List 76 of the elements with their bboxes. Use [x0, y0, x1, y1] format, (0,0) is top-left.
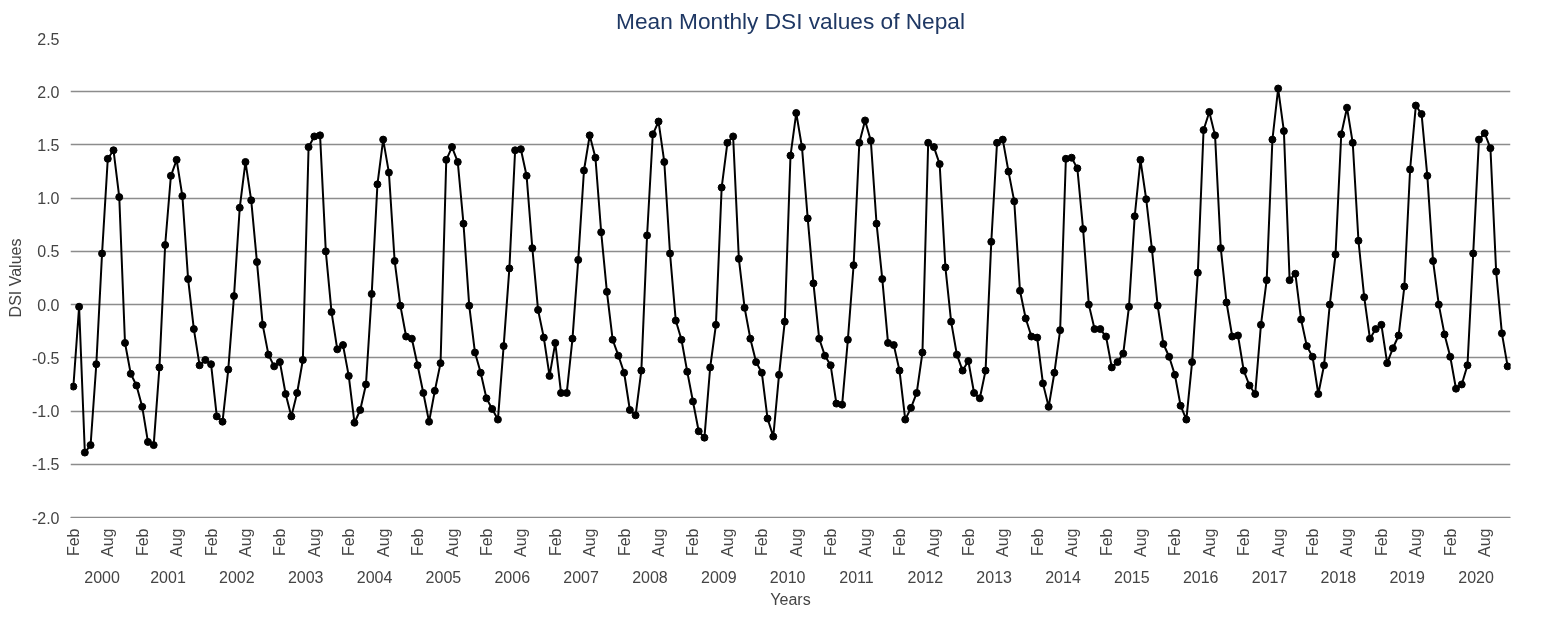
x-tick-label: Feb	[1235, 528, 1253, 557]
text: 2007	[563, 568, 599, 586]
x-tick-label: Aug	[236, 528, 254, 557]
text: 2020	[1458, 568, 1494, 586]
x-tick-label: Aug	[1131, 528, 1149, 557]
y-tick-label: 2.0	[37, 83, 60, 101]
y-tick-label: 1.5	[37, 136, 60, 154]
x-tick-label: Aug	[994, 528, 1012, 557]
x-tick-label: Aug	[1269, 528, 1287, 557]
text: 2013	[976, 568, 1013, 586]
x-tick-label: Feb	[340, 528, 358, 557]
x-tick-label: Feb	[477, 528, 495, 557]
text: 2018	[1320, 568, 1357, 586]
x-tick-label: Feb	[684, 528, 702, 557]
x-tick-label: Feb	[1304, 528, 1322, 557]
x-tick-label: Aug	[1407, 528, 1425, 557]
text: 2002	[219, 568, 255, 586]
y-tick-label: 2.5	[37, 30, 60, 48]
text: 2011	[839, 568, 874, 586]
text: 2005	[425, 568, 462, 586]
text: 2001	[150, 568, 186, 586]
text: 2012	[907, 568, 944, 586]
x-tick-label: Aug	[1200, 528, 1218, 557]
x-tick-label: Feb	[202, 528, 220, 557]
text: 2015	[1114, 568, 1150, 586]
x-tick-label: Aug	[1338, 528, 1356, 557]
x-tick-label: Feb	[64, 528, 82, 557]
y-tick-label: -1.5	[31, 456, 60, 474]
text: 2006	[494, 568, 531, 586]
x-tick-label: Aug	[305, 528, 323, 557]
y-axis-title: DSI Values	[6, 238, 24, 318]
text: 2010	[769, 568, 806, 586]
x-tick-label: Feb	[133, 528, 151, 557]
x-tick-label: Aug	[856, 528, 874, 557]
x-tick-label: Aug	[99, 528, 117, 557]
text: 2000	[84, 568, 120, 586]
x-tick-label: Aug	[512, 528, 530, 557]
x-tick-label: Feb	[1166, 528, 1184, 557]
y-tick-label: -1.0	[31, 403, 60, 421]
x-tick-label: Aug	[787, 528, 805, 557]
text: 2019	[1389, 568, 1426, 586]
x-tick-label: Aug	[718, 528, 736, 557]
text: 2009	[700, 568, 737, 586]
x-tick-label: Aug	[650, 528, 668, 557]
x-tick-label: Feb	[753, 528, 771, 557]
text: 2004	[356, 568, 393, 586]
y-tick-label: 0.5	[37, 243, 60, 261]
x-tick-label: Aug	[1063, 528, 1081, 557]
x-tick-label: Feb	[959, 528, 977, 557]
x-tick-label: Aug	[581, 528, 599, 557]
x-tick-label: Aug	[443, 528, 461, 557]
x-axis-title: Years	[770, 590, 811, 608]
x-tick-label: Feb	[891, 528, 908, 557]
x-tick-label: Aug	[374, 528, 392, 557]
chart-title: Mean Monthly DSI values of Nepal	[616, 7, 965, 34]
y-tick-label: 0.0	[37, 296, 60, 314]
x-tick-label: Feb	[1097, 528, 1115, 557]
y-tick-label: -0.5	[31, 349, 60, 367]
text: 2003	[287, 568, 324, 586]
x-tick-label: Feb	[409, 528, 427, 557]
x-tick-label: Feb	[1028, 528, 1046, 557]
x-tick-label: Feb	[822, 528, 840, 557]
x-tick-label: Aug	[1476, 528, 1494, 557]
text: 2017	[1251, 568, 1288, 586]
text: 2008	[632, 568, 668, 586]
text: 2016	[1182, 568, 1219, 586]
y-tick-label: -2.0	[31, 509, 60, 527]
text: 2014	[1045, 568, 1081, 586]
x-tick-label: Feb	[1441, 528, 1459, 557]
x-tick-label: Feb	[271, 528, 289, 557]
x-tick-label: Feb	[1372, 528, 1390, 557]
x-tick-label: Feb	[546, 528, 564, 557]
x-tick-label: Aug	[925, 528, 943, 557]
y-tick-label: 1.0	[37, 190, 60, 208]
x-tick-label: Feb	[615, 528, 633, 557]
x-tick-label: Aug	[168, 528, 186, 557]
